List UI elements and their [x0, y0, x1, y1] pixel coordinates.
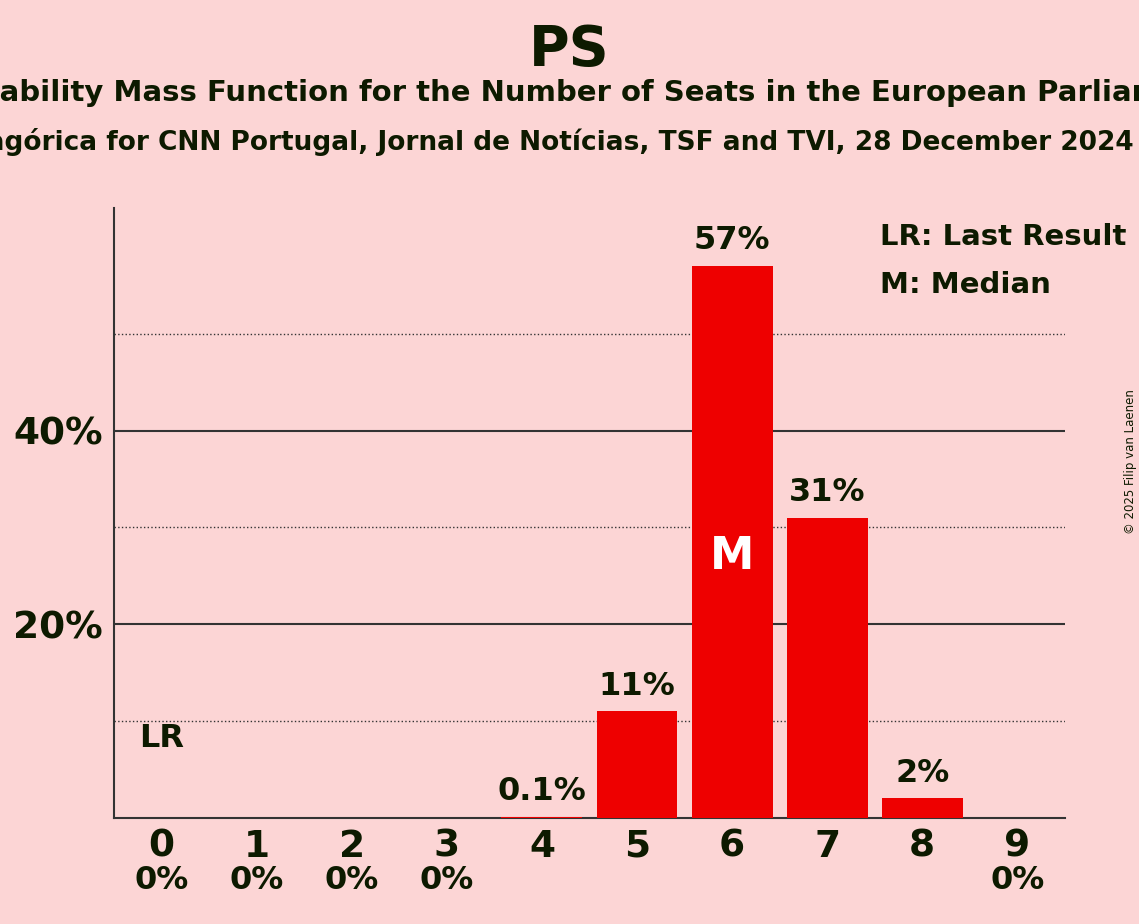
Text: LR: Last Result: LR: Last Result [879, 223, 1125, 251]
Text: M: Median: M: Median [879, 272, 1050, 299]
Bar [882, 798, 962, 818]
Text: 0%: 0% [419, 865, 474, 896]
Bar [691, 266, 772, 818]
Text: LR: LR [139, 723, 185, 754]
Text: 0%: 0% [325, 865, 379, 896]
Text: M: M [710, 535, 754, 578]
Text: 2%: 2% [895, 758, 950, 789]
Text: PS: PS [530, 23, 609, 77]
Text: 11%: 11% [599, 671, 675, 701]
Bar [597, 711, 678, 818]
Bar [501, 817, 582, 818]
Text: 0.1%: 0.1% [498, 776, 587, 807]
Text: Probability Mass Function for the Number of Seats in the European Parliament: Probability Mass Function for the Number… [0, 79, 1139, 106]
Text: 31%: 31% [789, 477, 866, 508]
Text: 0%: 0% [134, 865, 189, 896]
Text: 0%: 0% [990, 865, 1044, 896]
Bar [787, 517, 868, 818]
Text: 57%: 57% [694, 225, 770, 256]
Text: © 2025 Filip van Laenen: © 2025 Filip van Laenen [1124, 390, 1137, 534]
Text: Opinion Poll by Pitagórica for CNN Portugal, Jornal de Notícias, TSF and TVI, 28: Opinion Poll by Pitagórica for CNN Portu… [0, 128, 1133, 155]
Text: 0%: 0% [229, 865, 284, 896]
